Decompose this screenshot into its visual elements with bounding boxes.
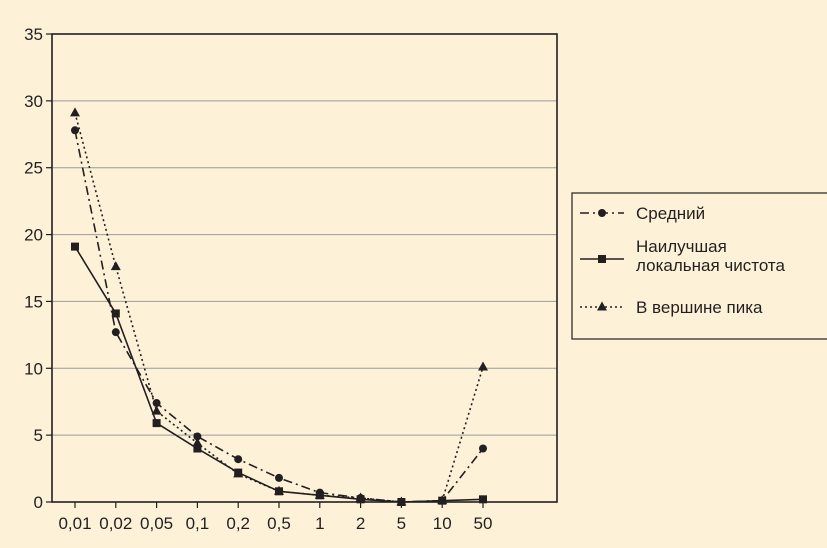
x-tick-label: 0,02 [99,514,132,533]
y-tick-label: 20 [24,226,43,245]
data-point [71,126,79,135]
x-tick-label: 2 [356,514,365,533]
x-tick-label: 0,2 [226,514,250,533]
grid-layer [52,34,557,502]
x-tick-label: 0,5 [267,514,291,533]
legend-marker [598,255,606,263]
data-point [478,361,488,371]
data-point [355,492,366,502]
data-point [192,437,203,447]
data-point [193,444,202,453]
legend-label: локальная чистота [636,256,786,275]
data-point [275,473,283,482]
legend-label: Наилучшая [636,237,727,256]
legend-box [571,192,827,340]
data-point [234,455,243,464]
data-point [152,399,161,408]
legend-item: В вершине пика [580,298,763,317]
y-tick-label: 15 [24,292,43,311]
data-point [110,261,121,271]
data-point [479,444,487,453]
series-triangle [70,107,488,506]
y-tick-label: 10 [24,359,43,378]
legend-marker [598,209,606,217]
x-tick-label: 0,05 [140,514,173,533]
y-tick-label: 30 [24,92,43,111]
data-point [111,328,120,337]
x-tick-label: 10 [433,514,452,533]
plot-frame [51,33,558,503]
data-point [70,107,80,117]
x-tick-label: 50 [474,514,493,533]
data-point [314,489,325,499]
y-tick-label: 35 [24,25,43,44]
legend-marker [597,301,607,311]
plot-area [52,34,557,502]
data-point [233,468,244,478]
data-point [437,495,448,505]
data-point [479,495,487,504]
data-point [274,485,284,495]
x-tick-label: 1 [315,514,324,533]
x-tick-label: 5 [397,514,406,533]
data-point [151,405,162,415]
y-tick-label: 5 [34,426,43,445]
data-point [396,496,407,506]
x-tick-label: 0,01 [58,514,91,533]
legend-label: Средний [636,204,705,223]
data-point [152,419,161,428]
x-tick-label: 0,1 [186,514,210,533]
data-point [193,432,202,441]
y-tick-label: 25 [24,159,43,178]
series-layer [70,107,488,506]
data-point [71,242,79,251]
data-point [111,309,120,318]
legend-item: Средний [580,204,705,223]
legend-label: В вершине пика [636,298,763,317]
y-tick-label: 0 [34,493,43,512]
